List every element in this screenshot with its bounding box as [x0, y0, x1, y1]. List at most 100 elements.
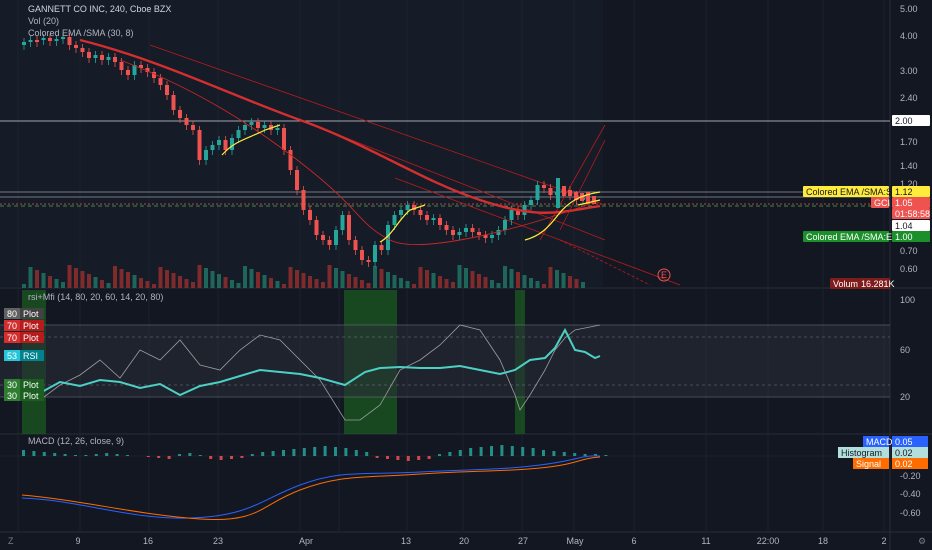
ema-line[interactable]	[79, 38, 601, 214]
candle[interactable]	[35, 40, 39, 42]
candle[interactable]	[100, 55, 104, 60]
candle[interactable]	[139, 65, 143, 68]
earnings-event-icon[interactable]: E	[657, 268, 671, 282]
candle[interactable]	[503, 220, 507, 230]
candle[interactable]	[210, 145, 215, 150]
candle[interactable]	[360, 250, 364, 260]
candle[interactable]	[379, 245, 384, 250]
candle[interactable]	[152, 72, 156, 78]
candle[interactable]	[457, 232, 462, 235]
candle[interactable]	[542, 185, 546, 188]
settings-gear-icon[interactable]: ⚙	[918, 536, 926, 546]
candle[interactable]	[165, 85, 169, 95]
candle[interactable]	[548, 188, 553, 195]
candle[interactable]	[74, 45, 78, 48]
signal-line[interactable]	[21, 456, 601, 521]
candle[interactable]	[451, 230, 455, 235]
candle[interactable]	[282, 128, 286, 150]
candle[interactable]	[48, 38, 52, 41]
candle[interactable]	[301, 190, 306, 210]
candlesticks[interactable]	[22, 33, 596, 267]
candle[interactable]	[464, 228, 468, 232]
candle[interactable]	[178, 110, 182, 118]
candle[interactable]	[535, 185, 540, 200]
candle[interactable]	[516, 210, 520, 215]
candle[interactable]	[132, 65, 137, 75]
candle[interactable]	[158, 78, 163, 85]
candle[interactable]	[262, 125, 267, 128]
candle[interactable]	[574, 192, 578, 200]
timezone-icon[interactable]: Z	[8, 536, 14, 546]
candle[interactable]	[28, 40, 33, 42]
candle[interactable]	[243, 125, 247, 130]
candle[interactable]	[412, 205, 416, 210]
candle[interactable]	[113, 57, 117, 62]
candle[interactable]	[340, 215, 345, 230]
candle[interactable]	[87, 52, 91, 58]
candle[interactable]	[191, 125, 195, 130]
candle[interactable]	[295, 170, 299, 190]
sma-line[interactable]	[221, 124, 281, 156]
rsi-axis[interactable]: 100 60 20	[900, 295, 915, 402]
candle[interactable]	[373, 245, 377, 262]
time-axis[interactable]: 9 16 23 Apr 13 20 27 May 6 11 22:00 18 2	[75, 536, 886, 546]
candle[interactable]	[586, 192, 590, 204]
candle[interactable]	[41, 38, 46, 40]
candle[interactable]	[61, 37, 65, 39]
candle[interactable]	[496, 230, 501, 235]
candle[interactable]	[509, 210, 514, 220]
candle[interactable]	[54, 39, 59, 41]
candle[interactable]	[223, 140, 228, 150]
candle[interactable]	[288, 150, 293, 170]
rsi-line[interactable]	[22, 327, 601, 397]
candle[interactable]	[386, 225, 390, 250]
candle[interactable]	[93, 55, 98, 58]
candle[interactable]	[353, 240, 358, 250]
mfi-line[interactable]	[22, 324, 601, 421]
candle[interactable]	[236, 130, 241, 138]
candle[interactable]	[106, 57, 111, 60]
candle[interactable]	[145, 68, 150, 72]
candle[interactable]	[197, 130, 202, 160]
candle[interactable]	[431, 218, 436, 220]
rsi-indicator-title[interactable]: rsi+Mfi (14, 80, 20, 60, 14, 20, 80)	[28, 292, 163, 302]
macd-indicator-title[interactable]: MACD (12, 26, close, 9)	[28, 436, 124, 446]
symbol-title[interactable]: GANNETT CO INC, 240, Cboe BZX	[28, 4, 171, 14]
candle[interactable]	[67, 37, 72, 45]
candle[interactable]	[490, 235, 494, 238]
candle[interactable]	[80, 48, 85, 52]
candle[interactable]	[483, 235, 488, 238]
candle[interactable]	[171, 95, 176, 110]
candle[interactable]	[126, 70, 130, 75]
candle[interactable]	[308, 210, 312, 220]
candle[interactable]	[327, 240, 332, 245]
candle[interactable]	[230, 138, 234, 150]
sma-line[interactable]	[577, 199, 601, 206]
price-axis[interactable]: 5.00 4.00 3.00 2.40 1.70 1.40 1.20 0.70 0.60	[900, 4, 918, 274]
candle[interactable]	[562, 186, 566, 196]
sma-line[interactable]	[524, 191, 601, 241]
candle[interactable]	[556, 178, 560, 208]
candle[interactable]	[119, 62, 124, 70]
ema-indicator-label[interactable]: Colored EMA /SMA (30, 8)	[28, 28, 134, 38]
candle[interactable]	[204, 150, 208, 160]
volume-indicator-label[interactable]: Vol (20)	[28, 16, 59, 26]
candle[interactable]	[405, 205, 410, 210]
candle[interactable]	[477, 232, 481, 235]
candle[interactable]	[399, 210, 403, 215]
candle[interactable]	[347, 215, 351, 240]
candle[interactable]	[366, 260, 371, 262]
candle[interactable]	[321, 235, 325, 240]
candle[interactable]	[470, 228, 475, 232]
candle[interactable]	[275, 128, 280, 130]
candle[interactable]	[256, 122, 260, 128]
macd-line[interactable]	[21, 455, 601, 519]
chart-legend[interactable]: GANNETT CO INC, 240, Cboe BZX Vol (20) C…	[28, 4, 171, 446]
candle[interactable]	[184, 118, 189, 125]
candle[interactable]	[425, 215, 429, 220]
candle[interactable]	[444, 225, 449, 230]
candle[interactable]	[392, 215, 397, 225]
candle[interactable]	[568, 190, 572, 196]
candle[interactable]	[217, 140, 221, 145]
